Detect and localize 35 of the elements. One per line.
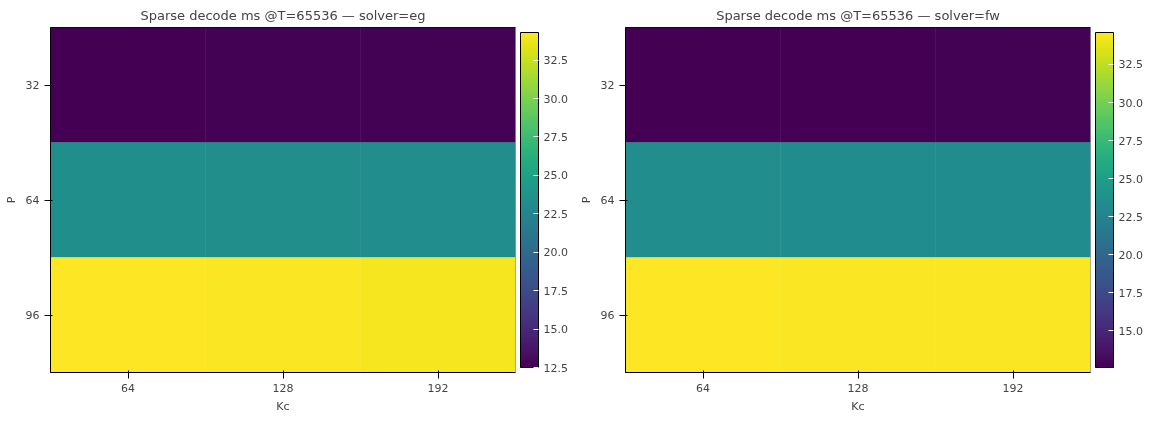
- y-tick-label: 64: [25, 194, 40, 207]
- y-tick-label: 32: [600, 79, 615, 92]
- x-tick-label: 192: [427, 381, 449, 395]
- y-tick-label: 64: [600, 194, 615, 207]
- color-bar-label: 12.5: [543, 361, 568, 375]
- x-tick-label: 64: [696, 381, 710, 395]
- color-bar-label: 15.0: [1118, 324, 1143, 338]
- color-bar-label: 32.5: [1118, 58, 1143, 72]
- chart-title: Sparse decode ms @T=65536 — solver=eg: [140, 7, 426, 23]
- color-bar-label: 17.5: [1118, 286, 1143, 300]
- color-bar-label: 27.5: [543, 131, 568, 144]
- color-bar-label: 30.0: [1118, 96, 1143, 110]
- x-axis-title: Kc: [851, 399, 865, 413]
- chart-title: Sparse decode ms @T=65536 — solver=fw: [716, 7, 1001, 23]
- color-bar-label: 27.5: [1118, 134, 1143, 148]
- y-axis-title: P: [4, 196, 18, 204]
- y-tick-label: 96: [25, 309, 40, 322]
- y-axis-title: P: [579, 196, 593, 204]
- color-bar-label: 17.5: [543, 284, 568, 298]
- x-tick-label: 192: [1002, 381, 1024, 395]
- y-tick-label: 32: [25, 79, 40, 92]
- color-bar-label: 20.0: [543, 246, 568, 260]
- color-bar-label: 25.0: [543, 169, 568, 183]
- color-bar-label: 25.0: [1118, 172, 1143, 186]
- x-tick-label: 128: [847, 381, 869, 395]
- color-bar-label: 15.0: [543, 323, 568, 337]
- y-tick-label: 96: [600, 309, 615, 322]
- color-bar-label: 22.5: [543, 207, 568, 221]
- color-bar-label: 30.0: [543, 92, 568, 106]
- color-bar-label: 20.0: [1118, 248, 1143, 262]
- color-bar-label: 32.5: [543, 54, 568, 68]
- x-axis-title: Kc: [276, 399, 290, 413]
- color-bar-label: 22.5: [1118, 210, 1143, 224]
- x-tick-label: 64: [121, 381, 135, 395]
- x-tick-label: 128: [272, 381, 294, 395]
